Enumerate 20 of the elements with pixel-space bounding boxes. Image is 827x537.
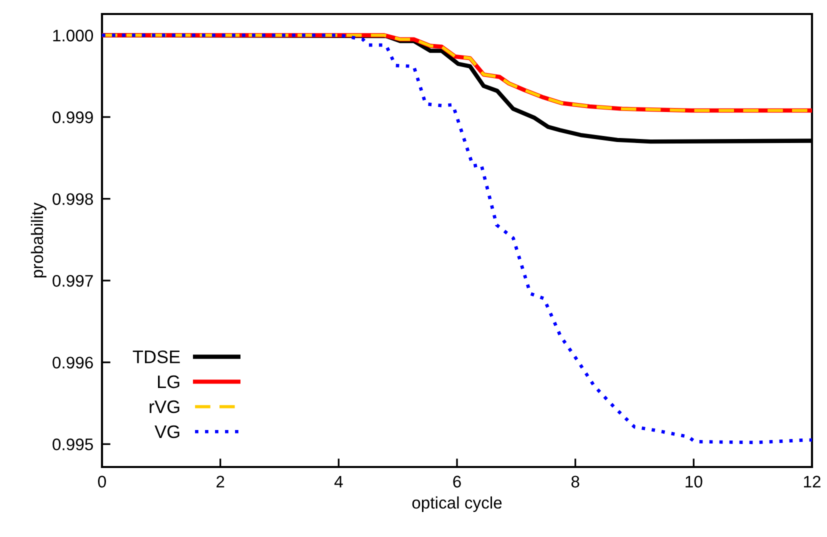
x-tick-label: 10 xyxy=(686,476,702,488)
x-tick-label: 2 xyxy=(216,476,224,488)
x-axis-title: optical cycle xyxy=(412,496,502,512)
x-tick-label: 0 xyxy=(98,476,106,488)
y-tick-label: 0.997 xyxy=(52,274,93,287)
x-tick-label: 12 xyxy=(804,476,820,488)
y-axis-title: probability xyxy=(30,202,46,278)
y-tick-label: 0.999 xyxy=(52,111,93,124)
legend-label: LG xyxy=(158,375,180,388)
x-tick-label: 8 xyxy=(571,476,580,488)
x-tick-label: 4 xyxy=(334,476,343,488)
legend-label: TDSE xyxy=(132,350,180,364)
y-tick-label: 1.000 xyxy=(53,30,94,42)
y-tick-label: 0.995 xyxy=(52,438,93,450)
y-tick-label: 0.996 xyxy=(52,356,93,369)
y-tick-label: 0.998 xyxy=(52,193,93,205)
legend-label: VG xyxy=(154,425,180,438)
legend-label: rVG xyxy=(150,400,180,414)
x-tick-label: 6 xyxy=(453,476,461,488)
line-series xyxy=(102,34,812,444)
